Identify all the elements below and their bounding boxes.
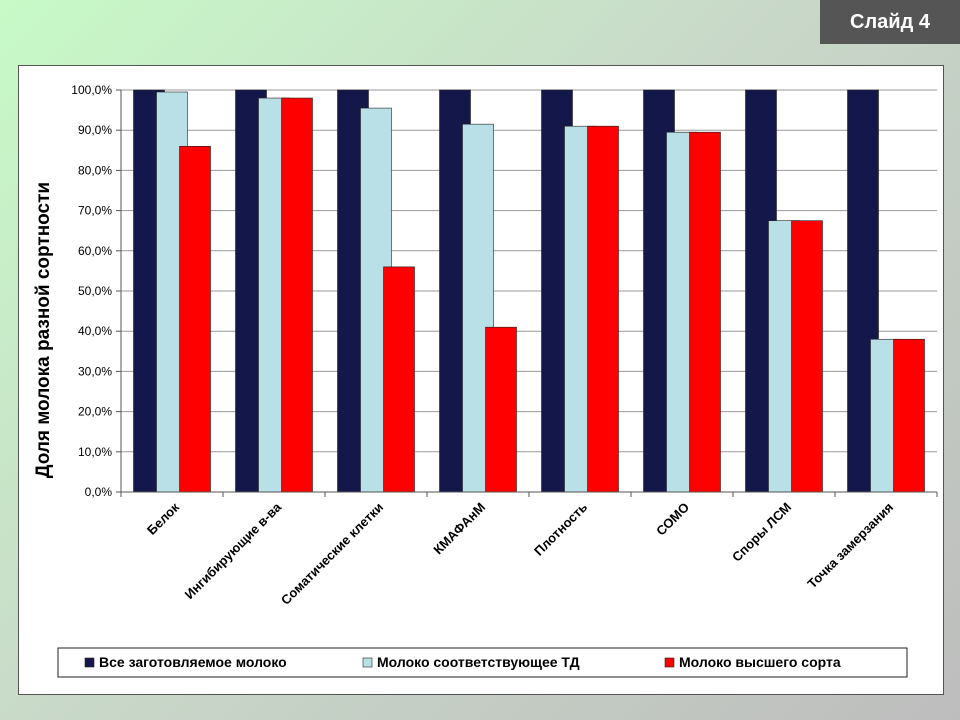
y-tick-label: 0,0% (85, 485, 113, 499)
chart-container: 0,0% 10,0% 20,0% 30,0% 40,0% 50,0% 60,0% 70,0% 8… (18, 65, 944, 695)
x-tick-label: Белок (144, 499, 183, 538)
bar-3-8 (893, 338, 925, 493)
y-tick-label: 10,0% (78, 445, 112, 459)
legend: Все заготовляемое молоко Молоко соответст… (57, 647, 908, 678)
legend-swatch-1 (84, 657, 95, 668)
slide-number-label: Слайд 4 (820, 0, 960, 44)
y-tick-label: 100,0% (71, 83, 112, 97)
legend-label-3: Молоко высшего сорта (679, 654, 841, 670)
x-tick-label: Соматические клетки (278, 500, 386, 608)
y-axis-title: Доля молока разной сортности (33, 182, 54, 478)
bar-3-4 (485, 326, 517, 493)
legend-label-2: Молоко соответствующее ТД (377, 654, 580, 670)
bars (133, 89, 925, 493)
y-tick-label: 60,0% (78, 244, 112, 258)
y-tick-label: 40,0% (78, 324, 112, 338)
legend-label-1: Все заготовляемое молоко (99, 654, 287, 670)
legend-swatch-2 (362, 657, 373, 668)
x-tick-label: Плотность (531, 500, 590, 559)
bar-3-5 (587, 125, 619, 493)
x-tick-label: Споры ЛСМ (729, 500, 794, 565)
x-tick-label: СОМО (653, 500, 692, 539)
bar-3-7 (791, 220, 823, 493)
legend-box (57, 647, 908, 678)
bar-3-3 (383, 266, 415, 493)
y-tick-labels: 0,0% 10,0% 20,0% 30,0% 40,0% 50,0% 60,0% 70,0% 8… (71, 83, 112, 499)
bar-3-2 (281, 97, 313, 493)
legend-swatch-3 (664, 657, 675, 668)
axes (120, 90, 937, 493)
bar-3-6 (689, 131, 721, 493)
y-tick-label: 80,0% (78, 163, 112, 177)
y-tick-label: 50,0% (78, 284, 112, 298)
y-tick-label: 30,0% (78, 364, 112, 378)
y-tick-label: 20,0% (78, 405, 112, 419)
y-tick-label: 90,0% (78, 123, 112, 137)
x-tick-label: КМАФАнМ (430, 500, 488, 558)
bar-chart: 0,0% 10,0% 20,0% 30,0% 40,0% 50,0% 60,0% 70,0% 8… (33, 83, 938, 678)
x-tick-label: Ингибирующие в-ва (182, 499, 285, 602)
x-tick-label: Точка замерзания (804, 500, 896, 592)
bar-3-1 (179, 145, 211, 493)
y-tick-label: 70,0% (78, 204, 112, 218)
